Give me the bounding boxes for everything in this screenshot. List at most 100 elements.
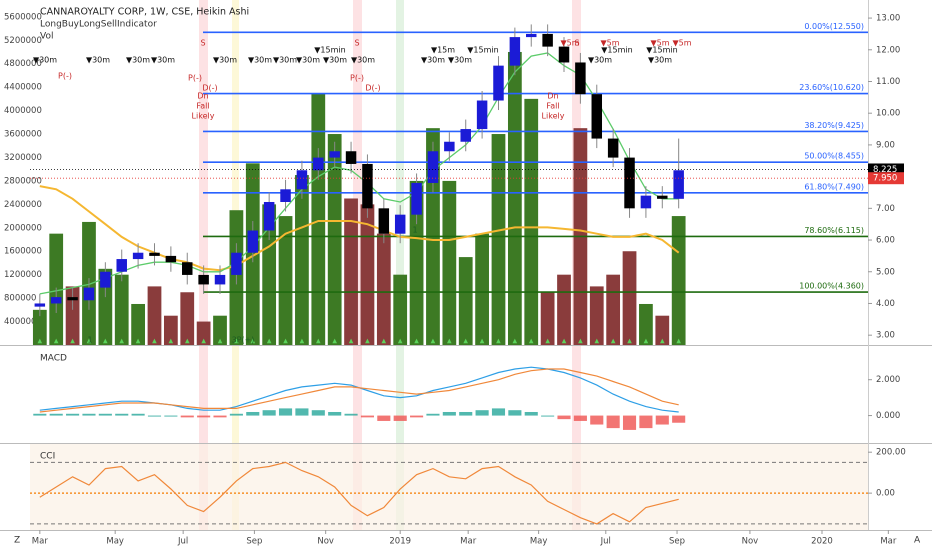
candle-body [378, 208, 390, 234]
candle-body [607, 138, 619, 158]
candle-body [116, 259, 127, 272]
candle-body [231, 252, 242, 275]
candle-body [214, 274, 226, 285]
annotation: ▼30m [588, 56, 612, 65]
volume-arrow: ▲ [201, 338, 206, 345]
x-tick-label: 2020 [811, 537, 833, 547]
x-tick-label: Mar [880, 537, 897, 547]
volume-bar [524, 98, 539, 346]
macd-hist [278, 408, 293, 416]
volume-bar [557, 274, 571, 345]
y-tick-label: 3.00 [876, 331, 895, 341]
annotation: Dn [547, 92, 558, 101]
macd-hist [475, 410, 489, 416]
annotation: S [200, 39, 205, 48]
macd-hist [508, 410, 522, 416]
candle-body [460, 129, 471, 142]
candle-body [526, 33, 537, 38]
volume-arrow: ▲ [316, 338, 321, 345]
price-label: 7.950 [873, 174, 897, 184]
y-tick-label: 13.00 [876, 14, 900, 24]
volume-arrow: ▲ [136, 338, 141, 345]
macd-hist [311, 410, 325, 416]
annotation: ▼5m [650, 39, 669, 48]
candle-body [640, 195, 652, 209]
volume-arrow: ▲ [332, 338, 337, 345]
annotation: P(-) [58, 72, 72, 81]
band [199, 0, 208, 530]
annotation: ▼15min [467, 46, 498, 55]
candle-body [362, 163, 373, 209]
volume-tick-label: 1600000 [4, 247, 42, 257]
x-tick-label: May [530, 537, 548, 547]
volume-arrow: ▲ [463, 338, 468, 345]
annotation: ▼30m [273, 56, 297, 65]
indicator-label: LongBuyLongSellIndicator [40, 20, 157, 30]
x-tick-label: Nov [742, 537, 759, 547]
macd-hist [426, 413, 440, 416]
x-tick-label: Mar [32, 537, 49, 547]
volume-bar [114, 274, 129, 345]
annotation: ▼30m [648, 56, 672, 65]
candle-body [444, 141, 455, 152]
volume-bar [163, 315, 178, 345]
candle-body [493, 65, 504, 101]
volume-arrow: ▲ [382, 338, 387, 345]
fib-label: 100.00%(4.360) [799, 282, 864, 291]
candle-body [427, 151, 439, 183]
volume-arrow: ▲ [398, 338, 403, 345]
volume-bar [442, 180, 457, 345]
macd-hist [360, 415, 374, 418]
volume-arrow: ▲ [594, 338, 599, 345]
macd-hist [180, 415, 194, 418]
volume-arrow: ▲ [414, 338, 419, 345]
volume-label: Vol [40, 32, 53, 42]
volume-arrow: ▲ [660, 338, 665, 345]
candle-body [673, 170, 684, 199]
x-tick-label: Jul [177, 537, 188, 547]
fib-label: 61.80%(7.490) [804, 182, 864, 191]
macd-hist [639, 415, 653, 429]
annotation: ▼30m [126, 56, 150, 65]
volume-arrow: ▲ [70, 338, 75, 345]
annotation: ▼15m [431, 46, 455, 55]
macd-hist [393, 415, 407, 421]
y-tick-label: 2.000 [876, 375, 900, 385]
volume-arrow: ▲ [54, 338, 59, 345]
candle-body [313, 157, 324, 171]
candle-body [198, 274, 209, 285]
chart-title: CANNAROYALTY CORP, 1W, CSE, Heikin Ashi [40, 7, 249, 18]
annotation: 1 [412, 226, 417, 235]
candle-body [34, 303, 46, 307]
volume-tick-label: 5200000 [4, 36, 42, 46]
volume-arrow: ▲ [529, 338, 534, 345]
volume-tick-label: 5600000 [4, 12, 42, 22]
volume-bar [98, 268, 113, 345]
macd-hist [131, 413, 145, 416]
y-tick-label: 9.00 [876, 140, 895, 150]
annotation: ▼15min [314, 46, 345, 55]
y-tick-label: 5.00 [876, 267, 895, 277]
volume-arrow: ▲ [185, 338, 190, 345]
price-box [868, 172, 904, 185]
macd-hist [295, 408, 309, 416]
volume-bar [262, 204, 277, 345]
candle-body [624, 157, 635, 209]
volume-arrow: ▲ [38, 338, 43, 345]
macd-hist [622, 415, 637, 430]
candle-body [394, 214, 406, 234]
annotation: ▼30m [33, 56, 57, 65]
volume-bar [458, 257, 473, 345]
volume-bar [131, 303, 145, 345]
candle-body [280, 189, 291, 202]
fib-label: 0.00%(12.550) [804, 22, 864, 31]
corner-left: Z [14, 536, 20, 546]
annotation: ▼15min [646, 46, 677, 55]
macd-hist [164, 415, 178, 417]
volume-tick-label: 4400000 [4, 83, 42, 93]
volume-arrow: ▲ [496, 338, 501, 345]
fib-label: 78.60%(6.115) [804, 226, 864, 235]
volume-arrow: ▲ [119, 338, 124, 345]
annotation: D(-) [202, 84, 217, 93]
volume-tick-label: 400000 [4, 317, 36, 327]
